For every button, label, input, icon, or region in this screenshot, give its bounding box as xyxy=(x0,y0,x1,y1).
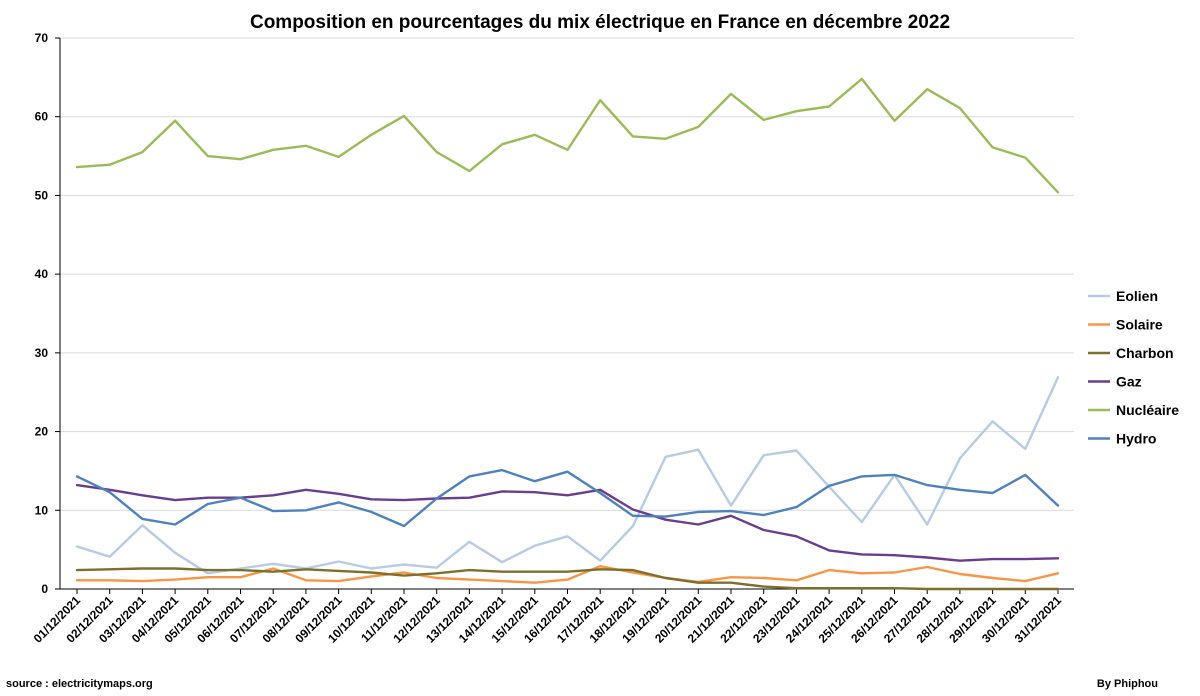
series-line-hydro xyxy=(75,468,1060,528)
legend-label: Solaire xyxy=(1116,317,1163,333)
legend-label: Nucléaire xyxy=(1116,402,1179,418)
legend-label: Gaz xyxy=(1116,374,1142,390)
y-axis-ticks: 0 10 20 30 40 50 60 70 xyxy=(35,31,49,596)
legend-label: Charbon xyxy=(1116,345,1174,361)
source-note: source : electricitymaps.org xyxy=(6,678,153,690)
axes xyxy=(55,37,1074,590)
y-tick-label: 50 xyxy=(35,188,49,202)
series-line-gaz xyxy=(75,483,1060,562)
series-line-nucléaire xyxy=(75,77,1060,194)
x-axis-ticks: 01/12/202102/12/202103/12/202104/12/2021… xyxy=(31,589,1064,646)
chart-title: Composition en pourcentages du mix élect… xyxy=(249,12,951,33)
y-tick-label: 30 xyxy=(35,346,49,360)
gridlines xyxy=(60,37,1074,511)
legend: Eolien Solaire Charbon Gaz Nucléaire Hydro xyxy=(1088,288,1179,447)
y-tick-label: 60 xyxy=(35,110,49,124)
legend-label: Eolien xyxy=(1116,288,1158,304)
y-tick-label: 20 xyxy=(35,425,49,439)
series-line-solaire xyxy=(75,565,1060,584)
y-tick-label: 70 xyxy=(35,31,49,45)
y-tick-label: 10 xyxy=(35,503,49,517)
series-lines xyxy=(75,77,1060,591)
y-tick-label: 40 xyxy=(35,267,49,281)
author-credit: By Phiphou xyxy=(1096,678,1158,690)
legend-label: Hydro xyxy=(1116,431,1156,447)
y-tick-label: 0 xyxy=(41,582,48,596)
series-line-charbon xyxy=(75,567,1060,591)
series-line-eolien xyxy=(75,376,1060,575)
